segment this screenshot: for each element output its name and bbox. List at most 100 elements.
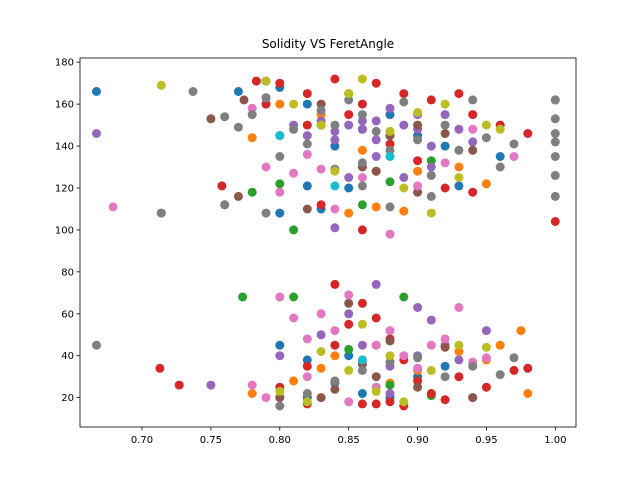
data-point <box>275 131 285 141</box>
y-tick-label: 140 <box>55 142 74 153</box>
data-point <box>550 217 560 226</box>
data-point <box>495 370 505 380</box>
data-point <box>302 389 312 398</box>
data-point <box>302 149 312 159</box>
data-point <box>509 139 519 149</box>
data-point <box>399 183 409 193</box>
data-point <box>302 334 312 344</box>
data-point <box>399 89 409 99</box>
data-point <box>247 103 257 113</box>
data-point <box>330 204 340 214</box>
data-point <box>426 162 436 172</box>
data-point <box>426 389 436 398</box>
data-point <box>156 80 166 90</box>
data-point <box>550 114 560 124</box>
data-point <box>357 389 367 398</box>
data-point <box>206 114 216 124</box>
data-point <box>440 361 450 371</box>
data-point <box>289 225 299 235</box>
data-point <box>454 89 464 99</box>
data-point <box>357 355 367 365</box>
data-point <box>275 292 285 302</box>
data-point <box>330 126 340 136</box>
data-point <box>385 126 395 136</box>
y-tick-label: 100 <box>55 225 74 236</box>
data-point <box>454 173 464 182</box>
data-point <box>330 223 340 233</box>
data-point <box>344 309 354 319</box>
data-point <box>550 129 560 138</box>
data-point <box>454 181 464 191</box>
data-point <box>156 208 166 218</box>
data-point <box>509 353 519 363</box>
data-point <box>344 351 354 361</box>
data-point <box>302 181 312 191</box>
data-point <box>247 389 257 398</box>
data-point <box>275 208 285 218</box>
data-point <box>344 183 354 193</box>
data-point <box>357 173 367 182</box>
data-point <box>440 334 450 344</box>
data-point <box>550 191 560 201</box>
data-point <box>302 372 312 382</box>
data-point <box>426 156 436 166</box>
data-point <box>413 108 423 117</box>
data-point <box>261 208 271 218</box>
y-tick-label: 60 <box>61 309 74 320</box>
x-tick-label: 0.95 <box>475 435 497 446</box>
data-point <box>330 74 340 84</box>
data-point <box>371 116 381 126</box>
data-point <box>330 181 340 191</box>
data-point <box>316 330 326 340</box>
data-point <box>344 95 354 105</box>
data-point <box>413 120 423 130</box>
data-point <box>330 326 340 336</box>
data-point <box>316 99 326 109</box>
data-point <box>440 120 450 130</box>
data-point <box>239 95 249 105</box>
data-point <box>550 170 560 180</box>
data-point <box>371 126 381 136</box>
data-point <box>289 376 299 386</box>
data-point <box>523 129 533 138</box>
data-point <box>275 187 285 197</box>
data-point <box>468 187 478 197</box>
data-point <box>261 93 271 103</box>
data-point <box>330 351 340 361</box>
data-point <box>523 389 533 398</box>
data-point <box>357 145 367 155</box>
x-tick-label: 0.90 <box>406 435 428 446</box>
data-point <box>302 99 312 109</box>
data-point <box>316 105 326 115</box>
data-point <box>357 298 367 308</box>
data-point <box>399 120 409 130</box>
data-point <box>426 191 436 201</box>
data-point <box>302 89 312 99</box>
data-point <box>550 95 560 105</box>
points-layer <box>92 74 560 411</box>
data-point <box>275 351 285 361</box>
data-point <box>92 340 101 350</box>
data-point <box>371 313 381 323</box>
data-point <box>330 384 340 394</box>
data-point <box>385 177 395 187</box>
data-point <box>344 89 354 99</box>
data-point <box>344 120 354 130</box>
data-point <box>371 78 381 88</box>
data-point <box>371 135 381 145</box>
data-point <box>275 179 285 189</box>
data-point <box>495 162 505 172</box>
data-point <box>371 386 381 396</box>
data-point <box>344 319 354 329</box>
data-point <box>440 342 450 352</box>
data-point <box>357 399 367 409</box>
y-tick-label: 40 <box>61 351 74 362</box>
data-point <box>261 99 271 109</box>
data-point <box>385 202 395 212</box>
data-point <box>385 397 395 407</box>
data-point <box>344 365 354 375</box>
data-point <box>247 110 257 120</box>
data-point <box>357 225 367 235</box>
data-point <box>357 99 367 109</box>
